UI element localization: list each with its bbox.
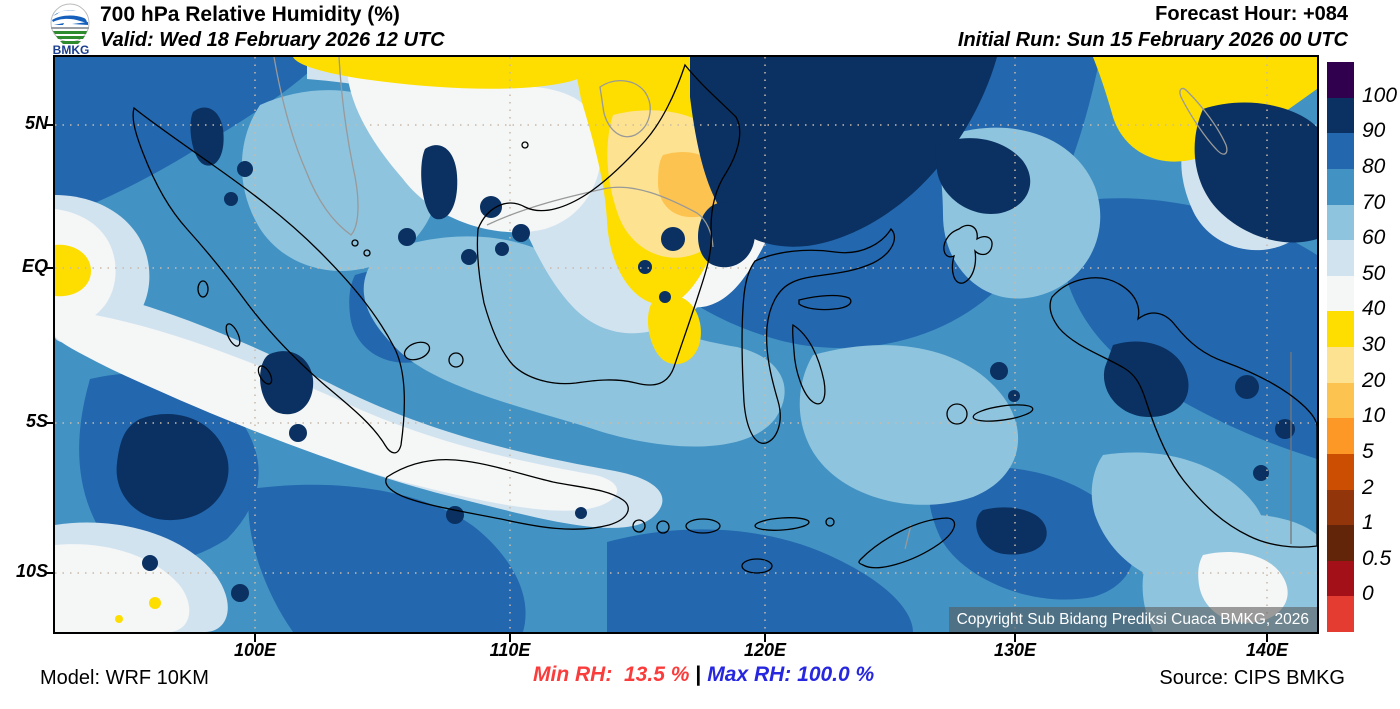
legend-label: 5: [1362, 439, 1374, 463]
coastlines: [132, 63, 1317, 574]
contour-art: [55, 57, 1317, 632]
legend-label: 0: [1362, 582, 1374, 606]
humidity-contour-map: Copyright Sub Bidang Prediksi Cuaca BMKG…: [53, 55, 1319, 634]
legend-swatch: [1327, 311, 1354, 347]
legend-label: 2: [1362, 475, 1374, 499]
source-label: Source: CIPS BMKG: [1159, 667, 1345, 689]
x-tick-mark: [254, 634, 256, 642]
valid-time: Valid: Wed 18 February 2026 12 UTC: [100, 29, 445, 51]
legend-swatch: [1327, 62, 1354, 98]
x-tick-label: 120E: [743, 640, 787, 660]
minmax-readout: Min RH: 13.5 % | Max RH: 100.0 %: [533, 663, 874, 687]
initial-run: Initial Run: Sun 15 February 2026 00 UTC: [957, 29, 1348, 51]
legend-swatch: [1327, 240, 1354, 276]
legend-label: 10: [1362, 404, 1386, 428]
x-tick-mark: [764, 634, 766, 642]
x-tick-label: 130E: [993, 640, 1037, 660]
x-tick-mark: [509, 634, 511, 642]
legend-label: 50: [1362, 261, 1386, 285]
legend-label: 90: [1362, 119, 1386, 143]
rh-90-100-fills: [116, 57, 1317, 602]
legend-swatch: [1327, 596, 1354, 632]
legend-swatch: [1327, 97, 1354, 134]
model-label: Model: WRF 10KM: [40, 667, 209, 689]
legend-label: 70: [1362, 190, 1386, 214]
y-tick-label: EQ: [21, 256, 48, 276]
legend-swatch: [1327, 453, 1354, 490]
legend-swatch: [1327, 204, 1354, 241]
legend-swatch: [1327, 489, 1354, 526]
graticule: [55, 57, 1317, 632]
x-tick-mark: [1266, 634, 1268, 642]
colorbar: [1327, 62, 1354, 632]
legend-label: 60: [1362, 226, 1386, 250]
y-tick-label: 10S: [15, 561, 48, 581]
copyright-overlay: Copyright Sub Bidang Prediksi Cuaca BMKG…: [948, 607, 1317, 632]
legend-swatch: [1327, 382, 1354, 419]
y-tick-mark: [46, 267, 54, 269]
minmax-separator: |: [695, 663, 702, 686]
y-tick-mark: [46, 572, 54, 574]
bmkg-logo-icon: BMKG: [50, 3, 90, 57]
legend-label: 80: [1362, 154, 1386, 178]
legend-label: 30: [1362, 333, 1386, 356]
legend-swatch: [1327, 133, 1354, 169]
legend-swatch: [1327, 347, 1354, 383]
max-rh-text: Max RH: 100.0 %: [707, 663, 875, 686]
x-tick-label: 140E: [1245, 640, 1289, 660]
legend-label: 40: [1362, 297, 1386, 321]
y-tick-mark: [46, 422, 54, 424]
legend-swatch: [1327, 275, 1354, 312]
x-tick-label: 110E: [489, 640, 531, 660]
legend-label: 0.5: [1362, 546, 1392, 570]
min-rh-text: Min RH: 13.5 %: [533, 663, 690, 686]
bmkg-logo-text: BMKG: [53, 43, 90, 56]
legend-label: 1: [1362, 511, 1374, 535]
y-tick-label: 5N: [24, 113, 48, 133]
legend-swatch: [1327, 168, 1354, 205]
bmkg-logo: BMKG: [44, 2, 98, 57]
x-tick-mark: [1014, 634, 1016, 642]
x-tick-label: 100E: [233, 640, 277, 660]
legend-label: 100: [1362, 83, 1398, 107]
y-tick-mark: [46, 124, 54, 126]
legend-label: 20: [1362, 368, 1386, 392]
page-title: 700 hPa Relative Humidity (%): [100, 3, 400, 26]
foreign-borders: [273, 57, 1292, 550]
forecast-hour: Forecast Hour: +084: [1155, 3, 1348, 25]
legend-swatch: [1327, 525, 1354, 561]
legend-swatch: [1327, 418, 1354, 454]
legend-swatch: [1327, 560, 1354, 597]
y-tick-label: 5S: [25, 411, 48, 431]
